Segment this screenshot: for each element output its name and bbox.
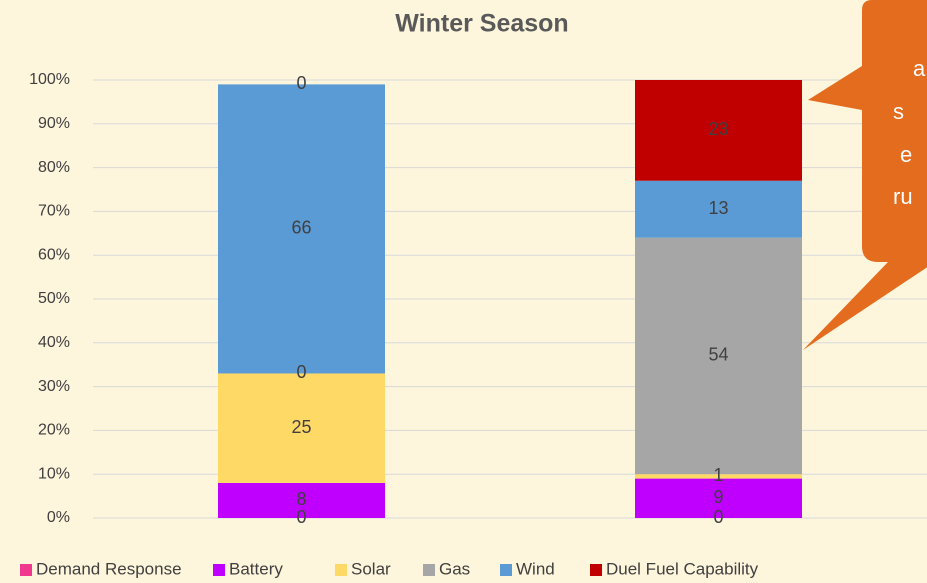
bar-segment (218, 84, 385, 374)
data-label: 9 (713, 487, 723, 507)
y-tick-label: 50% (38, 290, 70, 307)
y-tick-label: 40% (38, 334, 70, 351)
y-tick-label: 30% (38, 378, 70, 395)
bar-segment (635, 237, 802, 475)
legend-label: Wind (516, 559, 555, 578)
bar-segment (218, 373, 385, 483)
y-tick-label: 70% (38, 203, 70, 220)
data-label: 0 (713, 507, 723, 527)
y-tick-label: 60% (38, 246, 70, 263)
data-label: 23 (708, 119, 728, 139)
legend-swatch (20, 564, 32, 576)
y-tick-label: 80% (38, 159, 70, 176)
legend-label: Solar (351, 559, 391, 578)
data-label: 0 (296, 362, 306, 382)
callout-text: a (913, 56, 926, 81)
legend-swatch (423, 564, 435, 576)
data-label: 25 (291, 417, 311, 437)
y-tick-label: 0% (47, 509, 70, 526)
bar-segment (218, 482, 385, 518)
callout (803, 0, 927, 350)
bar-segment (635, 180, 802, 238)
legend-swatch (335, 564, 347, 576)
bar-segment (635, 478, 802, 518)
data-label: 0 (296, 507, 306, 527)
callout-text: e (900, 142, 912, 167)
legend-label: Duel Fuel Capability (606, 559, 759, 578)
legend-swatch (213, 564, 225, 576)
chart-title: Winter Season (395, 10, 568, 38)
data-label: 1 (713, 465, 723, 485)
legend-swatch (500, 564, 512, 576)
y-tick-label: 100% (29, 71, 70, 88)
y-tick-label: 20% (38, 422, 70, 439)
y-tick-label: 10% (38, 465, 70, 482)
callout-text: ru (893, 184, 913, 209)
data-label: 54 (708, 345, 728, 365)
y-tick-label: 90% (38, 115, 70, 132)
legend-label: Gas (439, 559, 470, 578)
legend-label: Battery (229, 559, 283, 578)
legend-swatch (590, 564, 602, 576)
legend-label: Demand Response (36, 559, 182, 578)
data-label: 0 (296, 73, 306, 93)
callout-text: s (893, 99, 904, 124)
data-label: 13 (708, 198, 728, 218)
data-label: 66 (291, 218, 311, 238)
bar-segment (635, 80, 802, 181)
data-label: 8 (296, 489, 306, 509)
bar-segment (635, 474, 802, 479)
